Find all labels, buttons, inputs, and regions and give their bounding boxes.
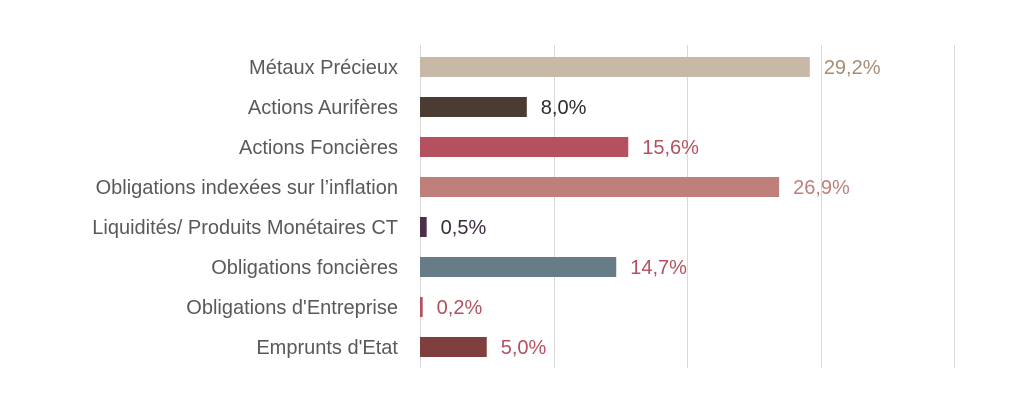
bar-6: [420, 297, 423, 317]
bar-7: [420, 337, 487, 357]
value-label-4: 0,5%: [441, 217, 487, 239]
value-label-5: 14,7%: [630, 257, 687, 279]
value-label-0: 29,2%: [824, 57, 881, 79]
value-labels: 29,2% 8,0% 15,6% 26,9% 0,5% 14,7% 0,2% 5,0%: [437, 57, 881, 359]
bar-3: [420, 177, 780, 197]
category-label-3: Obligations indexées sur l’inflation: [96, 177, 398, 199]
value-label-7: 5,0%: [501, 337, 547, 359]
bar-2: [420, 137, 629, 157]
category-label-0: Métaux Précieux: [249, 57, 398, 79]
value-label-6: 0,2%: [437, 297, 483, 319]
bar-0: [420, 57, 810, 77]
category-label-7: Emprunts d'Etat: [256, 337, 398, 359]
category-labels: Métaux Précieux Actions Aurifères Actions …: [92, 57, 398, 359]
bar-4: [420, 217, 427, 237]
gridlines: [420, 45, 955, 368]
value-label-2: 15,6%: [642, 137, 699, 159]
bars: [420, 57, 810, 357]
value-label-1: 8,0%: [541, 97, 587, 119]
category-label-6: Obligations d'Entreprise: [186, 297, 398, 319]
category-label-1: Actions Aurifères: [248, 97, 398, 119]
bar-1: [420, 97, 527, 117]
category-label-5: Obligations foncières: [211, 257, 398, 279]
bar-5: [420, 257, 617, 277]
category-label-4: Liquidités/ Produits Monétaires CT: [92, 217, 398, 239]
category-label-2: Actions Foncières: [239, 137, 398, 159]
value-label-3: 26,9%: [793, 177, 850, 199]
